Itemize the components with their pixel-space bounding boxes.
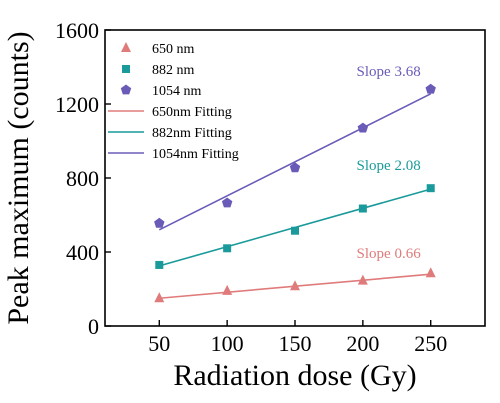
- data-point: [357, 274, 368, 285]
- legend-marker: [121, 42, 131, 52]
- data-point: [426, 184, 435, 193]
- legend-marker: [120, 84, 132, 95]
- data-point: [291, 226, 299, 235]
- legend-label: 650 nm: [152, 42, 195, 57]
- legend: 650 nm 882 nm 1054 nm 650nm Fitting 882nm Fi…: [108, 42, 239, 162]
- y-tick-label: 0: [88, 314, 99, 339]
- data-point: [221, 197, 233, 208]
- y-tick-label: 1600: [55, 18, 99, 43]
- y-tick-label: 800: [66, 166, 99, 191]
- data-point: [425, 83, 436, 94]
- slope-annotation: Slope 2.08: [357, 158, 421, 174]
- legend-label: 1054 nm: [152, 84, 202, 99]
- data-point: [154, 292, 165, 303]
- slope-annotations: Slope 3.68 Slope 2.08 Slope 0.66: [357, 64, 422, 262]
- data-point: [425, 267, 436, 278]
- data-point: [358, 204, 367, 213]
- x-tick-label: 200: [346, 331, 379, 356]
- legend-label: 882nm Fitting: [152, 126, 232, 141]
- legend-marker: [122, 65, 130, 73]
- fit-line: [158, 93, 432, 231]
- legend-label: 650nm Fitting: [152, 105, 232, 120]
- fit-lines: [158, 93, 432, 300]
- y-tick-label: 1200: [55, 92, 99, 117]
- slope-annotation: Slope 3.68: [357, 64, 421, 80]
- y-axis-title: Peak maximum (counts): [2, 31, 35, 324]
- x-tick-label: 100: [211, 331, 244, 356]
- slope-annotation: Slope 0.66: [357, 246, 422, 262]
- y-tick-label: 400: [66, 240, 99, 265]
- data-point: [154, 217, 165, 228]
- x-tick-label: 50: [148, 331, 170, 356]
- y-axis-ticks: 0 400 800 1200 1600: [55, 18, 111, 339]
- data-point: [223, 244, 232, 253]
- x-tick-label: 150: [279, 331, 312, 356]
- data-point: [155, 260, 164, 269]
- data-point: [357, 122, 369, 133]
- x-axis-ticks: 50 100 150 200 250: [148, 320, 447, 356]
- x-axis-title: Radiation dose (Gy): [173, 359, 416, 392]
- x-tick-label: 250: [414, 331, 447, 356]
- legend-label: 882 nm: [152, 63, 195, 78]
- data-point: [289, 162, 301, 173]
- data-markers: [154, 83, 436, 303]
- data-point: [222, 284, 233, 295]
- legend-label: 1054nm Fitting: [152, 147, 239, 162]
- data-point: [290, 280, 300, 291]
